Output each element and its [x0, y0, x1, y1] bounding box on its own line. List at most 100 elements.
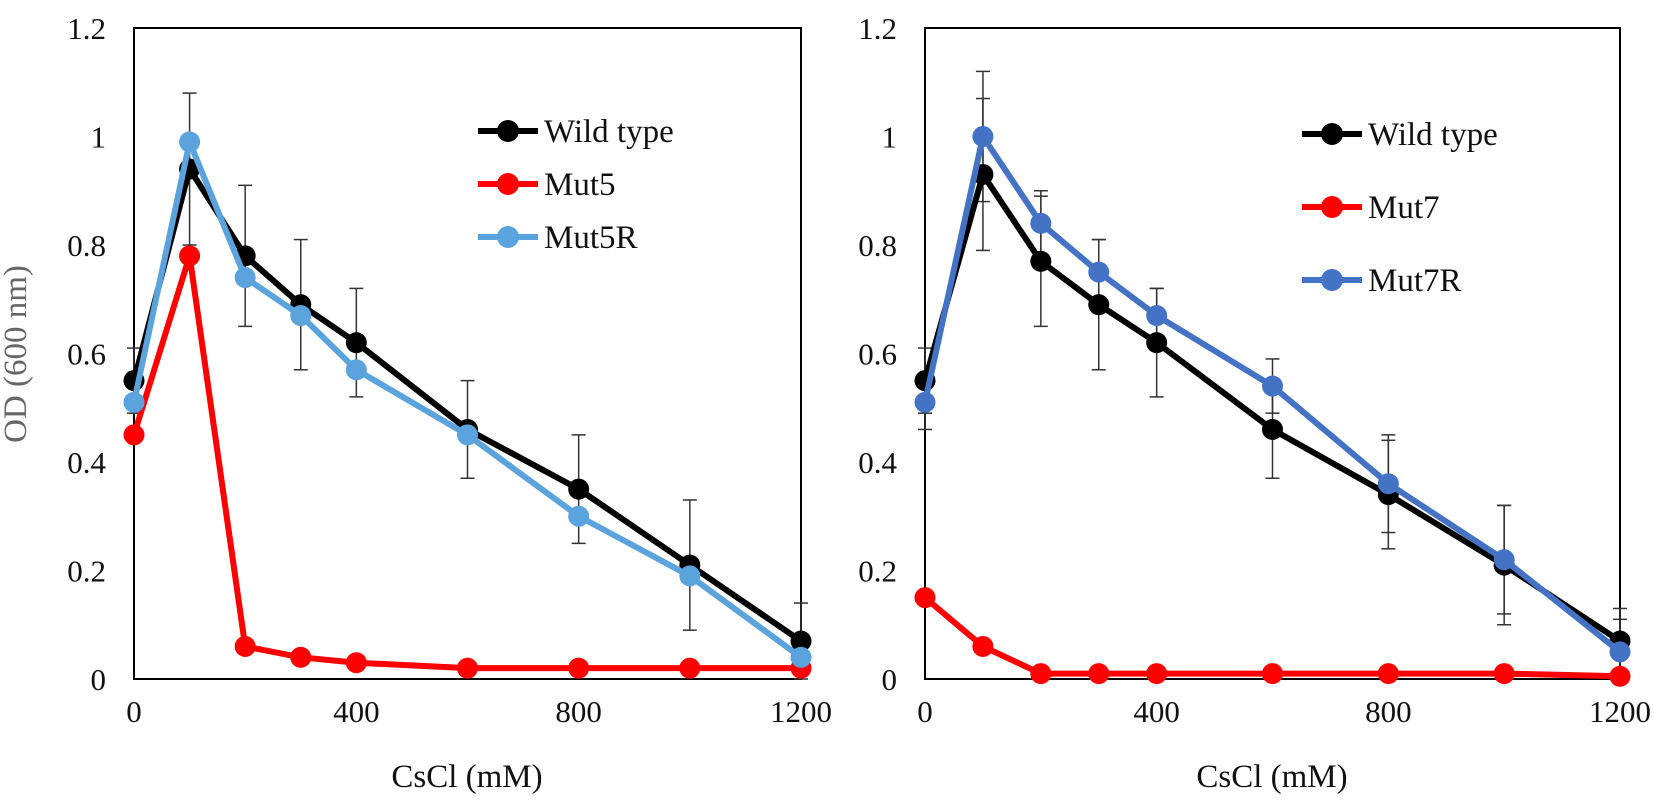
legend-swatch-marker — [1321, 196, 1343, 218]
y-tick-label: 0 — [91, 662, 107, 697]
x-tick-label: 400 — [333, 694, 380, 729]
legend-swatch-marker — [497, 226, 519, 248]
data-point — [345, 332, 367, 354]
x-tick-label: 0 — [126, 694, 142, 729]
y-tick-label: 0.8 — [67, 228, 106, 263]
series-lines — [123, 131, 812, 679]
series-mut5 — [123, 245, 812, 679]
x-tick-label: 0 — [917, 694, 933, 729]
series-lines — [914, 126, 1631, 687]
data-point — [1609, 641, 1631, 663]
legend-label: Mut5 — [544, 167, 616, 203]
data-point — [234, 267, 256, 289]
data-point — [679, 657, 701, 679]
y-tick-label: 1.2 — [858, 11, 897, 46]
y-tick-label: 0 — [882, 662, 898, 697]
data-point — [1030, 250, 1052, 272]
data-point — [1146, 305, 1168, 327]
legend-item: Mut7 — [1302, 190, 1440, 226]
data-point — [1609, 665, 1631, 687]
legend-label: Wild type — [1368, 117, 1498, 153]
data-point — [1493, 549, 1515, 571]
y-tick-label: 0.2 — [67, 554, 106, 589]
data-point — [345, 359, 367, 381]
x-tick-label: 400 — [1133, 694, 1180, 729]
data-point — [179, 131, 201, 153]
legend-swatch-marker — [1321, 123, 1343, 145]
chart-panel-left: 0 0.2 0.4 0.6 0.8 1 1.2 0 400 800 1200 Wild type M… — [0, 11, 832, 795]
legend-item: Wild type — [1302, 117, 1498, 153]
data-point — [290, 305, 312, 327]
legend-label: Mut5R — [544, 220, 638, 256]
x-axis-ticks: 0 400 800 1200 — [126, 694, 832, 729]
y-tick-label: 1 — [91, 120, 107, 155]
data-point — [790, 630, 812, 652]
data-point — [568, 478, 590, 500]
data-point — [1262, 418, 1283, 440]
data-point — [568, 657, 590, 679]
data-point — [1146, 663, 1168, 685]
data-point — [1493, 663, 1515, 685]
data-point — [790, 646, 812, 668]
y-axis-ticks: 0 0.2 0.4 0.6 0.8 1 1.2 — [67, 11, 106, 697]
legend-item: Mut5R — [478, 220, 638, 256]
series-mut7r — [914, 126, 1631, 663]
x-axis-title: CsCl (mM) — [391, 759, 542, 795]
y-axis-ticks: 0 0.2 0.4 0.6 0.8 1 1.2 — [858, 11, 897, 697]
x-tick-label: 800 — [555, 694, 602, 729]
y-tick-label: 0.4 — [858, 445, 897, 480]
data-point — [290, 646, 312, 668]
data-point — [1377, 473, 1399, 495]
legend: Wild type Mut5 Mut5R — [478, 114, 674, 256]
data-point — [179, 245, 201, 267]
data-point — [1088, 294, 1110, 316]
series-wild-type — [914, 163, 1631, 652]
y-tick-label: 0.8 — [858, 228, 897, 263]
legend-swatch-marker — [497, 173, 519, 195]
x-axis-title: CsCl (mM) — [1196, 759, 1347, 795]
data-point — [568, 505, 590, 527]
data-point — [1030, 663, 1052, 685]
legend-item: Mut7R — [1302, 263, 1462, 299]
x-tick-label: 1200 — [1589, 694, 1651, 729]
legend-item: Wild type — [478, 114, 674, 150]
data-point — [914, 391, 936, 413]
legend-swatch-marker — [1321, 269, 1343, 291]
data-point — [1262, 375, 1283, 397]
series-mut7 — [914, 587, 1631, 687]
y-tick-label: 1.2 — [67, 11, 106, 46]
legend-item: Mut5 — [478, 167, 616, 203]
y-tick-label: 0.4 — [67, 445, 106, 480]
x-axis-ticks: 0 400 800 1200 — [917, 694, 1651, 729]
chart-panel-right: 0 0.2 0.4 0.6 0.8 1 1.2 0 400 800 1200 Wild type M… — [858, 11, 1651, 795]
data-point — [972, 126, 994, 147]
legend-label: Mut7 — [1368, 190, 1440, 226]
data-point — [123, 424, 145, 446]
data-point — [457, 657, 478, 679]
y-tick-label: 0.2 — [858, 554, 897, 589]
x-tick-label: 800 — [1365, 694, 1412, 729]
legend-swatch-marker — [497, 120, 519, 142]
legend-label: Wild type — [544, 114, 674, 150]
data-point — [123, 391, 145, 413]
plot-area-frame — [924, 27, 1621, 680]
data-point — [1377, 663, 1399, 685]
legend-label: Mut7R — [1368, 263, 1462, 299]
data-point — [1088, 663, 1110, 685]
data-point — [972, 635, 994, 657]
y-tick-label: 0.6 — [67, 337, 106, 372]
data-point — [234, 635, 256, 657]
data-point — [679, 565, 701, 587]
data-point — [345, 652, 367, 674]
data-point — [914, 587, 936, 609]
error-bars — [918, 70, 1627, 680]
data-point — [457, 424, 478, 446]
data-point — [1146, 332, 1168, 354]
data-point — [1088, 261, 1110, 283]
y-tick-label: 1 — [882, 120, 898, 155]
y-tick-label: 0.6 — [858, 337, 897, 372]
data-point — [1030, 212, 1052, 234]
series-mut5r — [123, 131, 812, 668]
x-tick-label: 1200 — [770, 694, 832, 729]
